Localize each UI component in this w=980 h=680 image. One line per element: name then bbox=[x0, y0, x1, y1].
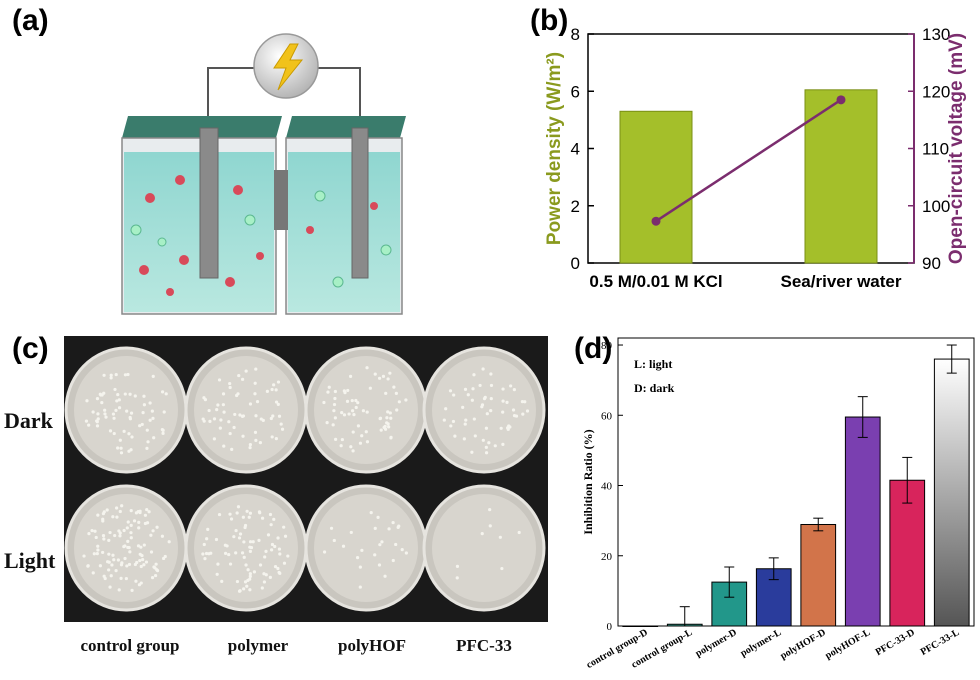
bar-6 bbox=[889, 479, 926, 627]
y-tick-label-1: 20 bbox=[601, 551, 613, 563]
category-label-5: polyHOF-L bbox=[823, 627, 872, 662]
petri-dish-light-1 bbox=[184, 484, 308, 612]
category-label-3: polymer-L bbox=[739, 627, 784, 659]
panel-label-c: (c) bbox=[12, 332, 49, 365]
legend-dark: D: dark bbox=[634, 381, 675, 395]
bar-4 bbox=[800, 523, 837, 627]
column-label-control-group: control group bbox=[80, 636, 180, 655]
right-tick-label-4: 130 bbox=[922, 25, 950, 44]
right-tick-label-2: 110 bbox=[922, 140, 949, 159]
category-label-6: PFC-33-D bbox=[874, 627, 917, 658]
y-axis-title: Inhibition Ratio (%) bbox=[581, 429, 595, 534]
right-tick-label-3: 120 bbox=[922, 82, 950, 101]
y-tick-label-4: 80 bbox=[601, 340, 613, 352]
y-tick-label-3: 60 bbox=[601, 410, 613, 422]
left-tick-label-3: 6 bbox=[571, 82, 580, 101]
category-label-7: PFC-33-L bbox=[919, 627, 962, 658]
bar-0 bbox=[622, 625, 659, 627]
left-tick-label-0: 0 bbox=[571, 254, 580, 273]
voltage-line bbox=[655, 98, 842, 223]
y-tick-label-2: 40 bbox=[601, 481, 613, 493]
petri-dish-dark-3 bbox=[422, 346, 546, 474]
left-axis-title: Power density (W/m²) bbox=[544, 52, 565, 245]
petri-dish-dark-1 bbox=[184, 346, 308, 474]
panel-label-d: (d) bbox=[574, 332, 613, 365]
petri-dish-light-0 bbox=[64, 484, 188, 612]
right-axis-title: Open-circuit voltage (mV) bbox=[946, 33, 967, 264]
category-label-4: polyHOF-D bbox=[778, 627, 827, 662]
left-tick-label-1: 2 bbox=[571, 197, 580, 216]
panel-label-a: (a) bbox=[12, 4, 49, 37]
bar-5 bbox=[844, 416, 881, 627]
bar-7 bbox=[933, 358, 970, 627]
right-tick-label-0: 90 bbox=[922, 254, 941, 273]
power-density-chart: 0 2 4 6 8 90 100 110 120 130 0.5 M/0.01 M KCl Sea/r… bbox=[544, 25, 967, 291]
petri-dish-light-2 bbox=[304, 484, 428, 612]
bar-0 bbox=[619, 110, 693, 264]
category-label-0: 0.5 M/0.01 M KCl bbox=[589, 272, 722, 291]
y-tick-label-0: 0 bbox=[607, 621, 613, 633]
row-label-light: Light bbox=[4, 548, 56, 573]
osmotic-cell-illustration bbox=[121, 33, 406, 315]
petri-dish-dark-0 bbox=[64, 346, 188, 474]
bar-1 bbox=[804, 89, 878, 264]
plot-frame bbox=[617, 337, 975, 627]
column-label-pfc-33: PFC-33 bbox=[456, 636, 512, 655]
voltage-point-1 bbox=[836, 95, 846, 105]
category-label-2: polymer-D bbox=[694, 627, 739, 659]
row-label-dark: Dark bbox=[4, 408, 53, 433]
right-tick-label-1: 100 bbox=[922, 197, 950, 216]
petri-dish-dark-2 bbox=[304, 346, 428, 474]
left-tick-label-2: 4 bbox=[571, 140, 580, 159]
column-label-polyhof: polyHOF bbox=[337, 636, 406, 655]
category-label-1: Sea/river water bbox=[781, 272, 902, 291]
left-tick-label-4: 8 bbox=[571, 25, 580, 44]
column-label-polymer: polymer bbox=[227, 636, 289, 655]
petri-dish-photo bbox=[64, 336, 548, 622]
panel-label-b: (b) bbox=[530, 4, 569, 37]
petri-dish-light-3 bbox=[422, 484, 546, 612]
voltage-point-0 bbox=[651, 216, 661, 226]
legend-light: L: light bbox=[634, 357, 672, 371]
